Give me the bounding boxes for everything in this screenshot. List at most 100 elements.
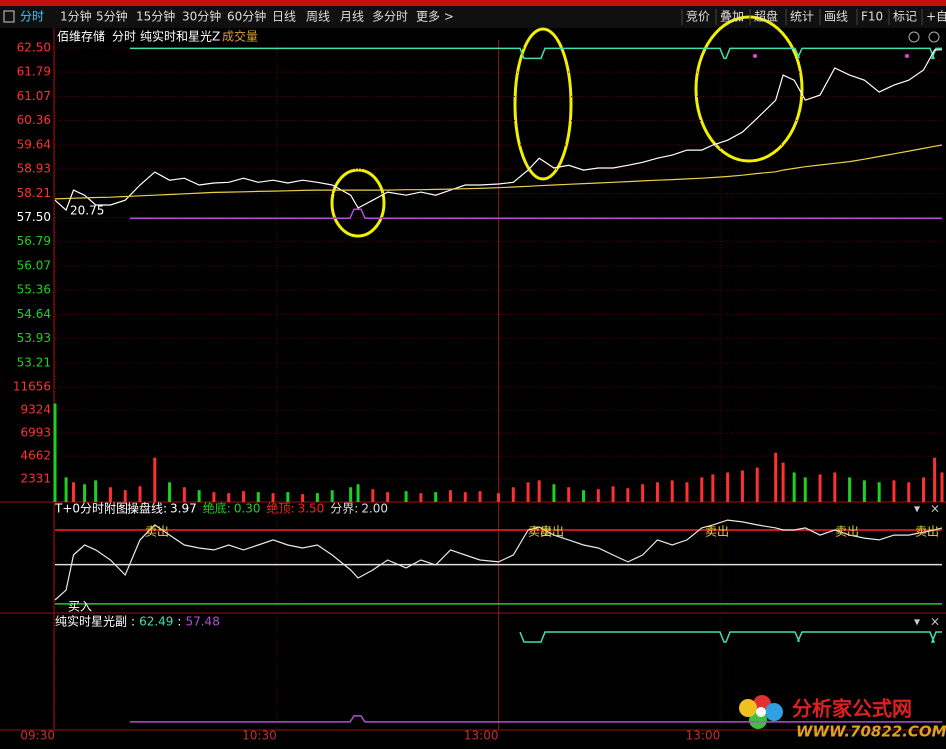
volume-bar (356, 484, 360, 502)
volume-bar (434, 492, 438, 502)
signal-label: 买入 (68, 600, 92, 614)
highlight-circle (694, 15, 804, 163)
volume-bar (792, 472, 796, 502)
volume-bar (552, 484, 556, 502)
panel-control[interactable]: ▾ (914, 615, 920, 629)
menu-item[interactable]: 超盘 (754, 9, 778, 24)
menu-item[interactable]: 更多 > (416, 10, 454, 24)
volume-bar (626, 488, 630, 502)
menu-item[interactable]: 60分钟 (227, 9, 266, 24)
y-tick-label: 62.50 (17, 41, 51, 55)
y-tick-label: 6993 (20, 426, 51, 440)
volume-bar (877, 482, 881, 502)
upper-indicator-line (519, 631, 942, 643)
menu-item[interactable]: 竞价 (686, 10, 710, 24)
volume-bar (862, 480, 866, 502)
volume-bar (526, 482, 530, 502)
y-tick-label: 56.79 (17, 234, 51, 248)
volume-bar (271, 493, 275, 502)
volume-bar (907, 482, 911, 502)
volume-bar (478, 491, 482, 502)
panel-control[interactable]: × (930, 615, 940, 629)
y-tick-label: 61.07 (17, 89, 51, 103)
menu-item[interactable]: 统计 (790, 10, 814, 24)
menu-item[interactable]: F10 (861, 10, 883, 24)
volume-bar (567, 487, 571, 502)
y-tick-label: 56.07 (17, 259, 51, 273)
menu-item[interactable]: 周线 (306, 10, 330, 24)
average-line (54, 144, 943, 200)
volume-bar (286, 492, 290, 502)
volume-bar (349, 487, 353, 502)
menu-item[interactable]: +自选 (926, 10, 946, 24)
panel-control[interactable]: ▾ (914, 502, 920, 516)
volume-bar (596, 489, 600, 502)
watermark-url: WWW.70822.COM (796, 723, 946, 741)
menu-item[interactable]: 叠加 (720, 10, 744, 24)
signal-label: 卖出 (835, 525, 859, 539)
volume-bar (227, 493, 231, 502)
menu-item[interactable]: 标记 (893, 10, 917, 24)
volume-bar (404, 491, 408, 502)
header-label: 成交量 (222, 29, 258, 44)
menu-item[interactable]: 日线 (272, 10, 296, 24)
x-tick-label: 13:00 (464, 729, 499, 743)
volume-bar (922, 477, 926, 502)
y-tick-label: 57.50 (17, 210, 51, 224)
menu-icon[interactable] (3, 10, 15, 23)
separator: : (131, 615, 135, 629)
menu-item[interactable]: 5分钟 (96, 9, 128, 24)
panel-button[interactable] (908, 31, 920, 43)
y-tick-label: 4662 (20, 449, 51, 463)
volume-bar (94, 480, 98, 502)
volume-bar (833, 472, 837, 502)
volume-bar (330, 490, 334, 502)
annotation: 20.75 (70, 204, 104, 218)
volume-bar (700, 477, 704, 502)
readout-name: 操盘线: (127, 501, 167, 516)
volume-bar (711, 474, 715, 502)
volume-bar (818, 474, 822, 502)
x-tick-label: 09:30 (20, 729, 55, 743)
volume-bar (848, 477, 852, 502)
menu-item[interactable]: 多分时 (372, 10, 408, 24)
menu-item[interactable]: 15分钟 (136, 9, 175, 24)
volume-bar (108, 487, 112, 502)
y-tick-label: 58.21 (17, 186, 51, 200)
menu-item[interactable]: 分时 (20, 10, 44, 24)
menu-item[interactable]: 画线 (824, 10, 848, 24)
volume-bar (497, 493, 500, 502)
readout-value: 2.00 (361, 502, 388, 516)
volume-bar (740, 470, 744, 502)
operation-line (54, 519, 943, 601)
panel-button[interactable] (928, 31, 940, 43)
volume-bar (670, 480, 674, 502)
volume-bar (511, 487, 515, 502)
volume-bar (933, 457, 937, 502)
y-tick-label: 11656 (13, 380, 51, 394)
volume-bar (892, 480, 896, 502)
panel-title: T+0分时附图 (54, 502, 128, 516)
menu-item[interactable]: 1分钟 (60, 9, 92, 24)
volume-bar (138, 486, 142, 502)
panel-title: 纯实时星光副 (55, 614, 127, 629)
y-tick-label: 2331 (20, 472, 51, 486)
volume-bar (168, 482, 172, 502)
menu-item[interactable]: 30分钟 (182, 9, 221, 24)
watermark-title: 分析家公式网 (792, 697, 912, 721)
volume-bar (685, 482, 689, 502)
readout-name: 绝底: (203, 501, 231, 516)
readout-name: 分界: (330, 502, 358, 516)
volume-bar (301, 494, 305, 502)
menu-bar (0, 6, 946, 28)
panel-control[interactable]: × (930, 502, 940, 516)
menu-item[interactable]: 月线 (340, 10, 364, 24)
highlight-circle (513, 27, 573, 181)
volume-bar (655, 482, 659, 502)
y-tick-label: 55.36 (17, 283, 51, 297)
signal-dot (905, 54, 909, 58)
y-tick-label: 59.64 (17, 137, 51, 151)
volume-bar (641, 484, 645, 502)
stock-name: 佰维存储 (57, 29, 105, 44)
volume-bar (241, 491, 245, 502)
